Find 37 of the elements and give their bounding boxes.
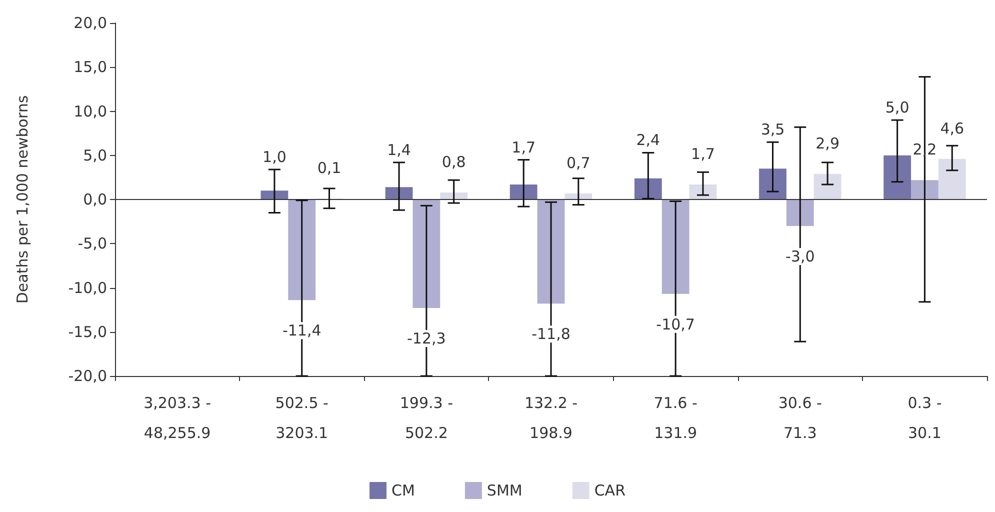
y-tick-label: 5,0 bbox=[83, 146, 107, 164]
y-tick-label: 10,0 bbox=[74, 102, 107, 120]
data-label: 3,5 bbox=[760, 120, 785, 139]
legend-label: CAR bbox=[594, 482, 626, 500]
x-tick-label: 3,203.3 - 48,255.9 bbox=[144, 394, 212, 442]
x-tick-label: 132.2 - 198.9 bbox=[524, 394, 578, 442]
x-tick-label: 502.5 - 3203.1 bbox=[275, 394, 328, 442]
data-label: 2,4 bbox=[636, 131, 660, 150]
y-tick-label: -5,0 bbox=[78, 234, 107, 253]
data-label: 5,0 bbox=[885, 98, 910, 117]
data-label: 0,1 bbox=[317, 159, 342, 178]
x-tick-label: 71.6 - 131.9 bbox=[654, 394, 698, 442]
x-tick-label: 199.3 - 502.2 bbox=[400, 394, 453, 442]
data-label: -10,7 bbox=[656, 315, 695, 334]
x-tick-label: 0.3 - 30.1 bbox=[908, 394, 942, 442]
data-label: 4,6 bbox=[940, 119, 964, 138]
y-axis-title: Deaths per 1,000 newborns bbox=[14, 95, 32, 304]
y-tick-label: -15,0 bbox=[68, 322, 107, 341]
data-label: -3,0 bbox=[786, 247, 815, 266]
data-label: 2,9 bbox=[816, 134, 840, 152]
y-tick-label: 20,0 bbox=[74, 14, 107, 32]
data-label: 0,7 bbox=[566, 154, 590, 172]
y-tick-label: 15,0 bbox=[74, 58, 107, 76]
data-label: 0,8 bbox=[442, 152, 466, 171]
data-label: -12,3 bbox=[407, 330, 446, 348]
legend-label: SMM bbox=[486, 482, 522, 500]
y-tick-label: -10,0 bbox=[68, 278, 107, 297]
data-label: 1,7 bbox=[512, 138, 536, 156]
data-label: 1,7 bbox=[691, 144, 715, 163]
data-label: 1,0 bbox=[262, 148, 286, 166]
data-label: -11,8 bbox=[532, 325, 570, 344]
y-tick-label: 0,0 bbox=[83, 190, 107, 208]
x-tick-label: 30.6 - 71.3 bbox=[778, 394, 822, 442]
data-label: 1,4 bbox=[387, 140, 411, 159]
y-tick-label: -20,0 bbox=[68, 367, 107, 385]
data-label: -11,4 bbox=[282, 322, 322, 340]
legend-label: CM bbox=[392, 482, 415, 500]
